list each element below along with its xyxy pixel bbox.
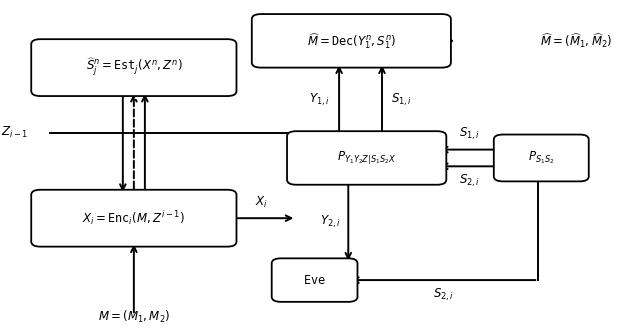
FancyBboxPatch shape xyxy=(272,258,358,302)
Text: $X_i = \mathtt{Enc}_i(M, Z^{i-1})$: $X_i = \mathtt{Enc}_i(M, Z^{i-1})$ xyxy=(83,209,185,227)
Text: $M = (M_1, M_2)$: $M = (M_1, M_2)$ xyxy=(98,309,170,325)
Text: $\widehat{M} = \mathtt{Dec}(Y_1^n, S_1^n)$: $\widehat{M} = \mathtt{Dec}(Y_1^n, S_1^n… xyxy=(307,31,396,51)
FancyBboxPatch shape xyxy=(252,14,451,68)
FancyBboxPatch shape xyxy=(31,39,236,96)
Text: $S_{2,i}$: $S_{2,i}$ xyxy=(433,287,454,303)
Text: $X_i$: $X_i$ xyxy=(255,195,268,210)
FancyBboxPatch shape xyxy=(287,131,446,185)
FancyBboxPatch shape xyxy=(494,134,589,181)
Text: $P_{Y_1Y_2Z|S_1S_2X}$: $P_{Y_1Y_2Z|S_1S_2X}$ xyxy=(337,150,396,166)
Text: $\widehat{S}_j^n = \mathtt{Est}_j(X^n, Z^n)$: $\widehat{S}_j^n = \mathtt{Est}_j(X^n, Z… xyxy=(86,57,182,78)
Text: $S_{1,i}$: $S_{1,i}$ xyxy=(460,126,481,142)
Text: $\widehat{M} = (\widehat{M}_1, \widehat{M}_2)$: $\widehat{M} = (\widehat{M}_1, \widehat{… xyxy=(540,32,612,50)
Text: $P_{S_1S_2}$: $P_{S_1S_2}$ xyxy=(528,150,554,166)
Text: $Y_{2,i}$: $Y_{2,i}$ xyxy=(320,213,341,230)
Text: $Y_{1,i}$: $Y_{1,i}$ xyxy=(309,91,330,108)
Text: $S_{2,i}$: $S_{2,i}$ xyxy=(460,172,481,189)
Text: $S_{1,i}$: $S_{1,i}$ xyxy=(391,91,412,108)
Text: $\mathtt{Eve}$: $\mathtt{Eve}$ xyxy=(303,274,326,287)
Text: $Z_{i-1}$: $Z_{i-1}$ xyxy=(1,125,28,140)
FancyBboxPatch shape xyxy=(31,190,236,247)
